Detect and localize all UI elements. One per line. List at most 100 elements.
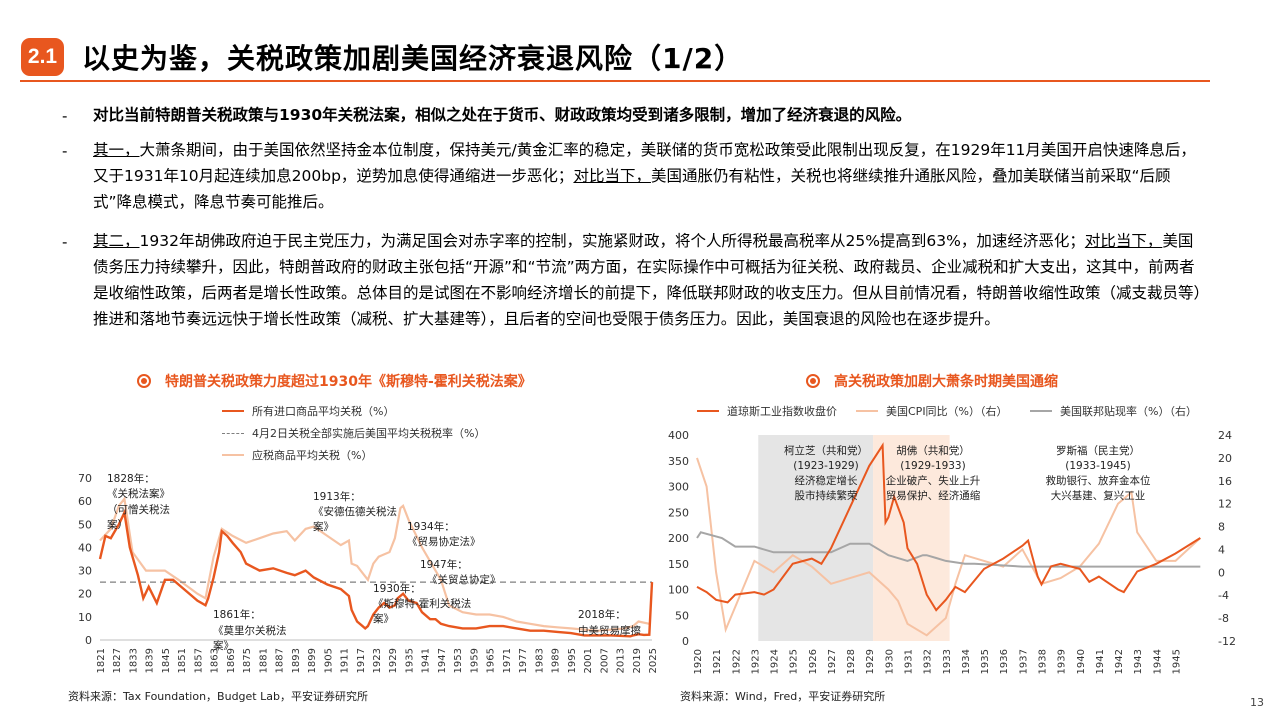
- x-tick-label: 1933: [942, 649, 953, 674]
- x-tick-label: 1935: [980, 649, 991, 674]
- chart-annotation: 《莫里尔关税法: [213, 624, 287, 637]
- era-annotation: 柯立芝（共和党）: [784, 444, 868, 457]
- paragraph-summary: 对比当前特朗普关税政策与1930年关税法案，相似之处在于货币、财政政策均受到诸多…: [93, 106, 912, 124]
- x-tick-label: 1935: [404, 648, 415, 673]
- right-chart-title: 高关税政策加剧大萧条时期美国通缩: [806, 371, 1058, 391]
- chart-annotation: 《关税法案》: [107, 487, 170, 500]
- x-tick-label: 1932: [923, 649, 934, 674]
- era-annotation: 经济稳定增长: [795, 474, 858, 487]
- x-tick-label: 2025: [648, 648, 659, 673]
- chart-annotation: 1913年：: [313, 490, 361, 503]
- x-tick-label: 1927: [827, 649, 838, 674]
- x-tick-label: 1983: [534, 648, 545, 673]
- chart-annotation: 1861年：: [213, 608, 261, 621]
- legend-item: 4月2日关税全部实施后美国平均关税税率（%）: [222, 425, 485, 441]
- y-tick-label: 20: [78, 588, 92, 601]
- underlined-lead: 对比当下，: [573, 167, 651, 185]
- y2-tick-label: 24: [1218, 429, 1232, 442]
- x-tick-label: 1940: [1076, 649, 1087, 674]
- x-tick-label: 1923: [750, 649, 761, 674]
- x-tick-label: 1887: [275, 648, 286, 673]
- y-tick-label: 60: [78, 495, 92, 508]
- x-tick-label: 1921: [712, 649, 723, 674]
- x-tick-label: 1931: [904, 649, 915, 674]
- legend-label: 美国联邦贴现率（%）（右）: [1060, 405, 1197, 418]
- left-chart-title: 特朗普关税政策力度超过1930年《斯穆特-霍利关税法案》: [137, 371, 532, 391]
- era-annotation: 贸易保护、经济通缩: [886, 489, 981, 502]
- legend-item: 所有进口商品平均关税（%）: [222, 403, 394, 419]
- section-number-badge: 2.1: [21, 38, 64, 76]
- y-tick-label: 10: [78, 611, 92, 624]
- y2-tick-label: -8: [1218, 612, 1229, 625]
- underlined-lead: 对比当下，: [1084, 232, 1163, 250]
- x-tick-label: 1893: [291, 648, 302, 673]
- paragraph-text: 美国通胀仍有粘性，关税也将继续推升通胀风险，叠加美联储当前采取“后顾式”降息模式…: [93, 167, 1171, 211]
- x-tick-label: 1941: [421, 648, 432, 673]
- target-icon: [806, 374, 820, 388]
- y2-tick-label: 4: [1218, 543, 1225, 556]
- paragraph-text: 美国债务压力持续攀升，因此，特朗普政府的财政主张包括“开源”和“节流”两方面，在…: [93, 232, 1202, 328]
- era-annotation: 股市持续繁荣: [795, 489, 858, 502]
- underlined-lead: 其二，: [93, 232, 140, 250]
- chart-annotation: 1828年：: [107, 472, 155, 485]
- y-tick-label: 350: [668, 455, 689, 468]
- y-tick-label: 300: [668, 481, 689, 494]
- x-tick-label: 1869: [226, 648, 237, 673]
- legend-swatch: [222, 432, 244, 434]
- x-tick-label: 1936: [999, 649, 1010, 674]
- chart-annotation: 《安德伍德关税法: [313, 505, 397, 518]
- chart-annotation: 1934年：: [407, 520, 455, 533]
- page-title: 以史为鉴，关税政策加剧美国经济衰退风险（1/2）: [82, 42, 744, 75]
- x-tick-label: 2007: [599, 648, 610, 673]
- paragraph-text: 大萧条期间，由于美国依然坚持金本位制度，保持美元/黄金汇率的稳定，美联储的货币宽…: [93, 141, 1196, 185]
- x-tick-label: 2013: [616, 648, 627, 673]
- x-tick-label: 1839: [145, 648, 156, 673]
- x-tick-label: 1905: [323, 648, 334, 673]
- x-tick-label: 1875: [242, 648, 253, 673]
- x-tick-label: 1989: [551, 648, 562, 673]
- chart-annotation: 《关贸总协定》: [427, 573, 501, 586]
- y2-tick-label: 12: [1218, 498, 1232, 511]
- y2-tick-label: 0: [1218, 566, 1225, 579]
- target-icon: [137, 374, 151, 388]
- x-tick-label: 1833: [128, 648, 139, 673]
- legend-item: 美国联邦贴现率（%）（右）: [1030, 403, 1197, 419]
- legend-label: 应税商品平均关税（%）: [252, 449, 373, 462]
- x-tick-label: 1930: [884, 649, 895, 674]
- legend-swatch: [222, 454, 244, 456]
- x-tick-label: 1928: [846, 649, 857, 674]
- x-tick-label: 1939: [1057, 649, 1068, 674]
- x-tick-label: 1929: [865, 649, 876, 674]
- y2-tick-label: -12: [1218, 635, 1236, 648]
- right-dow-cpi-chart: 0 50 100 150 200 250 300 350 400 -12 -8 -4 0 4 8 12 16 20…: [668, 429, 1236, 674]
- chart-annotation: 案）: [107, 518, 128, 531]
- x-tick-label: 1995: [567, 648, 578, 673]
- legend-swatch: [856, 410, 878, 412]
- x-tick-label: 1857: [193, 648, 204, 673]
- x-tick-label: 2001: [583, 648, 594, 673]
- era-annotation: 企业破产、失业上升: [886, 474, 981, 487]
- paragraph-fiscal: 其二，1932年胡佛政府迫于民主党压力，为满足国会对赤字率的控制，实施紧财政，将…: [93, 228, 1205, 332]
- x-tick-label: 1971: [502, 648, 513, 673]
- paragraph-text: 1932年胡佛政府迫于民主党压力，为满足国会对赤字率的控制，实施紧财政，将个人所…: [139, 232, 1085, 250]
- y-tick-label: 400: [668, 429, 689, 442]
- y-tick-label: 50: [675, 609, 689, 622]
- x-tick-label: 1821: [96, 648, 107, 673]
- legend-item: 美国CPI同比（%）（右）: [856, 403, 1008, 419]
- chart-annotation: 《斯穆特-霍利关税法: [373, 597, 471, 610]
- left-chart-source: 资料来源：Tax Foundation，Budget Lab，平安证券研究所: [68, 690, 368, 703]
- x-tick-label: 1827: [112, 648, 123, 673]
- series-line-dow: [696, 442, 1201, 612]
- x-tick-label: 1851: [177, 648, 188, 673]
- series-line-all-imports: [98, 508, 654, 638]
- y2-tick-label: -4: [1218, 589, 1229, 602]
- era-annotation: 救助银行、放弃金本位: [1046, 474, 1151, 487]
- x-tick-label: 1945: [1171, 649, 1182, 674]
- y2-tick-label: 20: [1218, 452, 1232, 465]
- left-tariff-chart: 0 10 20 30 40 50 60 70 1821 1827 1833 1839 1845 1851 1…: [78, 472, 659, 673]
- x-tick-label: 1941: [1095, 649, 1106, 674]
- chart-annotation: 案》: [313, 520, 334, 533]
- legend-label: 所有进口商品平均关税（%）: [252, 405, 395, 418]
- x-tick-label: 1942: [1114, 649, 1125, 674]
- y-tick-label: 0: [85, 634, 92, 647]
